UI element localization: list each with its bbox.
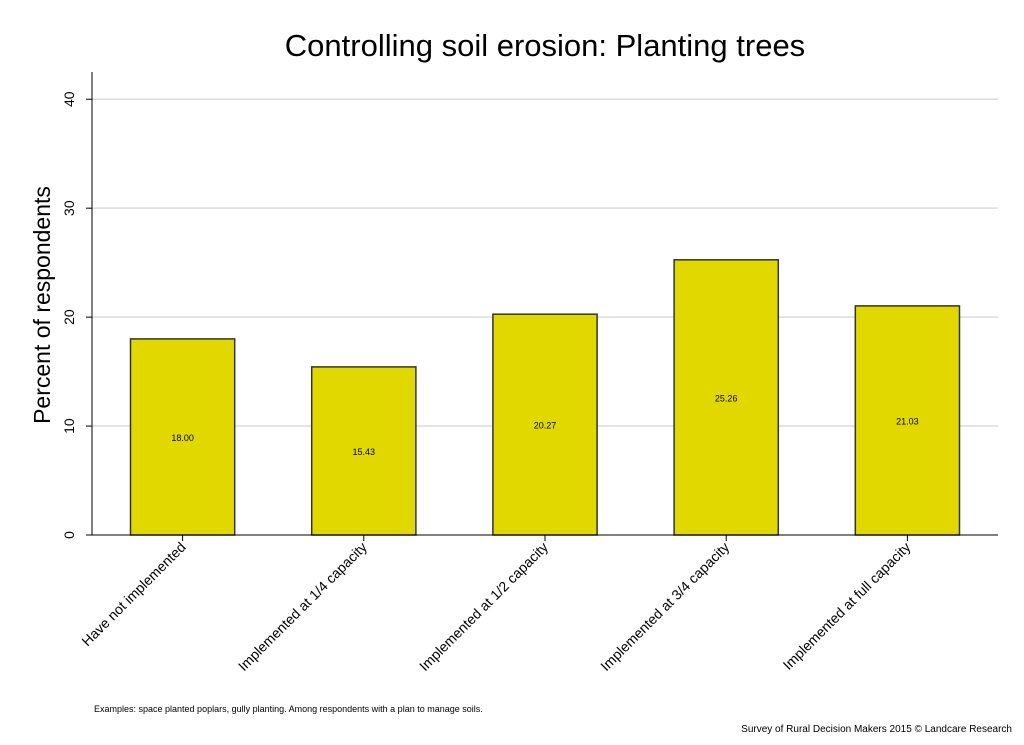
x-tick-label: Implemented at 1/2 capacity xyxy=(416,539,551,674)
bar-value-label: 25.26 xyxy=(715,393,738,403)
y-tick-label: 40 xyxy=(61,91,77,107)
y-tick-label: 30 xyxy=(61,200,77,216)
bar xyxy=(854,305,961,536)
source-credit: Survey of Rural Decision Makers 2015 © L… xyxy=(741,724,1012,735)
bar-value-label: 15.43 xyxy=(353,447,376,457)
y-axis-label: Percent of respondents xyxy=(29,186,55,424)
x-tick-label: Have not implemented xyxy=(78,539,188,649)
y-tick-label: 20 xyxy=(61,309,77,325)
y-axis-ticks: 0 10 20 30 40 xyxy=(61,91,92,539)
bar xyxy=(492,313,598,536)
y-tick-label: 0 xyxy=(61,531,77,539)
bar xyxy=(673,259,780,536)
bars: 18.00 15.43 20.27 25.26 21.03 xyxy=(129,259,961,536)
bar-value-label: 20.27 xyxy=(534,421,557,431)
chart-title: Controlling soil erosion: Planting trees xyxy=(284,28,806,63)
x-tick-label: Implemented at 1/4 capacity xyxy=(235,539,370,674)
x-axis-ticks: Have not implemented Implemented at 1/4 c… xyxy=(78,535,914,674)
bar-value-label: 21.03 xyxy=(896,416,919,426)
bar-value-label: 18.00 xyxy=(171,433,194,443)
bar xyxy=(310,366,417,536)
x-tick-label: Implemented at full capacity xyxy=(780,539,914,673)
chart-note: Examples: space planted poplars, gully p… xyxy=(94,704,483,714)
x-tick-label: Implemented at 3/4 capacity xyxy=(597,539,732,674)
y-tick-label: 10 xyxy=(61,418,77,434)
